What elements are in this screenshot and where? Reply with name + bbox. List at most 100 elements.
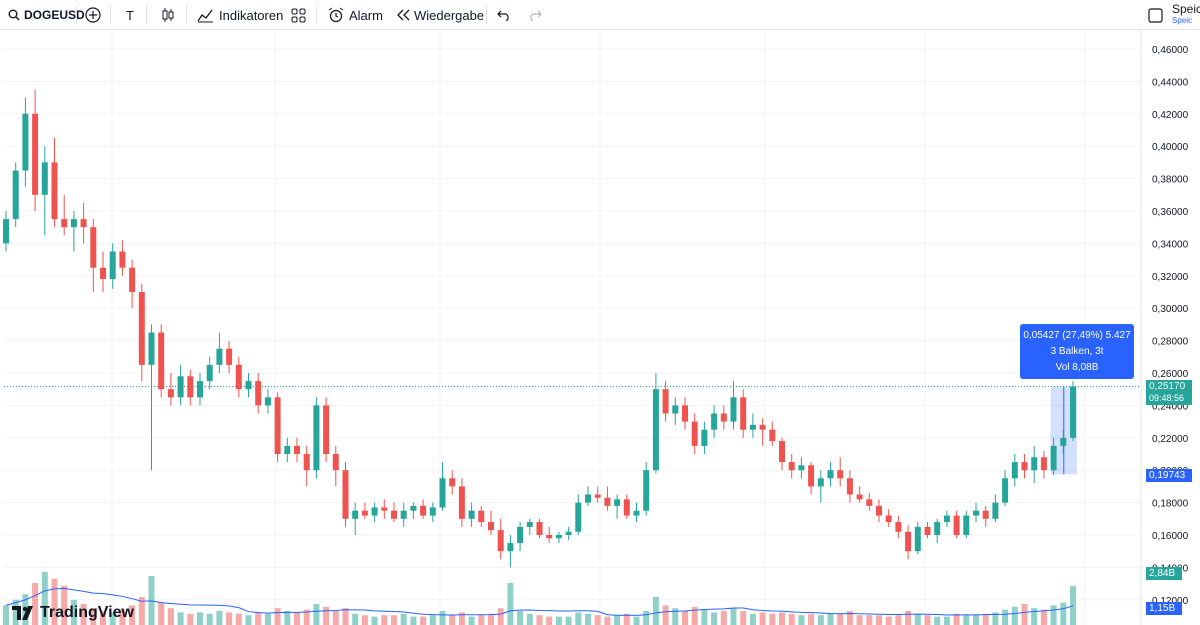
volume-bar	[536, 615, 543, 625]
candle-body	[61, 219, 68, 228]
candle-body	[643, 470, 650, 511]
candle-body	[197, 381, 203, 398]
candle-body	[517, 526, 524, 544]
candle-body	[264, 397, 271, 406]
candle-body	[1040, 457, 1047, 471]
alarm-button[interactable]: Alarm	[328, 0, 383, 30]
candle-body	[924, 526, 931, 535]
candle-body	[274, 397, 281, 454]
save-layout-button[interactable]	[1148, 0, 1163, 30]
volume-bar	[167, 608, 174, 625]
volume-bars	[3, 571, 1076, 625]
measure-volume: Vol 8,08B	[1055, 362, 1099, 373]
candle-body	[458, 486, 465, 519]
volume-bar	[313, 604, 320, 625]
candle-body	[943, 515, 950, 523]
candle-body	[245, 381, 252, 390]
volume-bar	[672, 608, 679, 625]
candle-body	[429, 507, 436, 516]
candle-body	[167, 389, 174, 398]
interval-button[interactable]: T	[126, 0, 134, 30]
volume-bar	[391, 615, 397, 625]
volume-bar	[109, 612, 116, 625]
candle-body	[846, 478, 853, 495]
candle-body	[294, 445, 300, 454]
plus-circle-icon	[85, 7, 101, 23]
candle-body	[41, 162, 48, 195]
candle-body	[526, 522, 533, 527]
chart-type-button[interactable]	[160, 0, 176, 30]
volume-bar	[905, 611, 912, 625]
compare-button[interactable]	[85, 0, 101, 30]
candle-body	[546, 535, 553, 539]
volume-bar	[332, 611, 339, 625]
templates-button[interactable]	[291, 0, 306, 30]
candle-body	[226, 348, 233, 365]
undo-button[interactable]	[497, 0, 511, 30]
price-tick-label: 0,26000	[1152, 369, 1189, 380]
volume-bar	[458, 612, 465, 625]
volume-bar	[264, 613, 271, 625]
symbol-label: DOGEUSD	[24, 8, 85, 22]
volume-bar	[720, 611, 727, 625]
candle-body	[313, 405, 320, 471]
volume-bar	[740, 611, 747, 625]
replay-button[interactable]: Wiedergabe	[396, 0, 484, 30]
candle-body	[1070, 386, 1076, 438]
volume-bar	[1060, 602, 1067, 625]
candle-body	[90, 227, 97, 268]
candle-body	[410, 505, 417, 511]
candle-body	[730, 397, 737, 422]
toolbar-divider	[486, 6, 487, 24]
volume-bar	[604, 616, 611, 625]
save-label-group[interactable]: Speic Speic	[1172, 3, 1200, 27]
candle-body	[856, 494, 863, 500]
candle-body	[22, 113, 29, 171]
volume-bar	[51, 578, 58, 625]
candle-body	[798, 465, 805, 471]
price-chart[interactable]: 0,46000 0,44000 0,42000 0,40000 0,38000 0,360…	[0, 30, 1200, 625]
tradingview-logo[interactable]: TradingView	[12, 604, 134, 622]
redo-icon	[530, 10, 542, 21]
candle-body	[303, 454, 310, 471]
candle-body	[507, 543, 514, 552]
volume-bar	[507, 583, 514, 625]
measure-change: 0,05427 (27,49%) 5.427	[1023, 330, 1131, 341]
candle-body	[1050, 445, 1057, 471]
volume-bar	[546, 616, 553, 625]
volume-bar	[575, 612, 582, 625]
price-tick-label: 0,46000	[1152, 45, 1189, 56]
volume-bar	[1002, 609, 1009, 625]
candle-body	[323, 405, 330, 454]
candle-body	[400, 510, 407, 519]
candle-body	[779, 441, 785, 463]
volume-bar	[682, 611, 688, 625]
search-icon	[8, 9, 20, 21]
redo-button[interactable]	[528, 0, 542, 30]
candle-body	[837, 470, 844, 479]
replay-label: Wiedergabe	[414, 7, 485, 23]
candle-body	[914, 526, 921, 552]
volume-bar	[70, 599, 77, 625]
toolbar-divider	[110, 6, 111, 24]
candle-body	[449, 478, 456, 487]
toolbar-divider	[316, 6, 317, 24]
candle-body	[992, 502, 999, 519]
symbol-search[interactable]: DOGEUSD	[8, 0, 85, 30]
volume-bar	[963, 615, 970, 625]
toolbar-divider	[76, 6, 77, 24]
indicators-button[interactable]: Indikatoren	[197, 0, 283, 30]
volume-ma-line	[5, 587, 1074, 616]
candle-body	[565, 531, 572, 535]
candle-body	[555, 535, 562, 539]
candle-body	[905, 531, 912, 552]
volume-bar	[439, 611, 446, 625]
volume-bar	[245, 615, 252, 625]
candle-body	[342, 470, 349, 519]
volume-bar	[730, 608, 737, 625]
volume-bar	[982, 613, 989, 625]
candle-body	[100, 267, 106, 280]
candle-body	[206, 364, 213, 382]
volume-bar	[80, 604, 87, 625]
candle-body	[109, 251, 116, 280]
